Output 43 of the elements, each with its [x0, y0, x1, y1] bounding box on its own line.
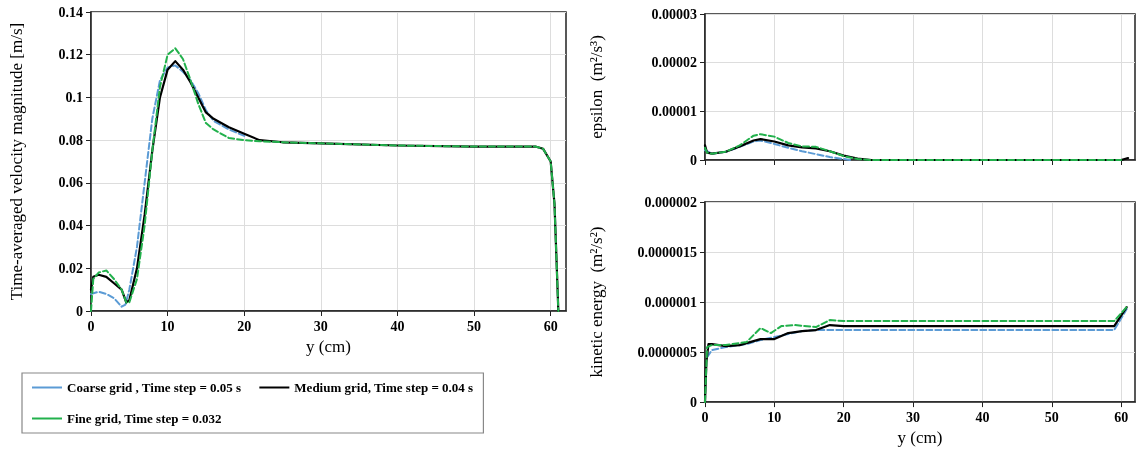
line-series: [704, 139, 852, 161]
x-tick-label: 0: [87, 318, 95, 334]
y-tick-label: 0: [76, 303, 83, 319]
y-tick-label: 0.00003: [651, 6, 697, 22]
legend-label: Medium grid, Time step = 0.04 s: [294, 380, 474, 395]
line-series: [704, 133, 1123, 161]
x-tick-label: 50: [467, 318, 482, 334]
line-series: [90, 64, 246, 308]
x-axis-title: y (cm): [306, 336, 351, 356]
y-axis-title: epsilon (m²/s³): [587, 35, 606, 139]
legend-label: Coarse grid , Time step = 0.05 s: [67, 380, 242, 395]
y-tick-label: 0.0000015: [637, 244, 697, 260]
y-tick-label: 0.08: [58, 132, 83, 148]
x-tick-label: 20: [836, 409, 851, 425]
x-tick-label: 20: [237, 318, 252, 334]
y-tick-label: 0.04: [58, 218, 83, 234]
x-tick-label: 40: [390, 318, 405, 334]
x-axis-title: y (cm): [897, 428, 943, 447]
x-tick-label: 0: [701, 409, 709, 425]
y-tick-label: 0.0000005: [637, 344, 697, 360]
y-tick-label: 0.14: [58, 4, 83, 20]
y-tick-label: 0.06: [58, 175, 83, 191]
x-tick-label: 40: [975, 409, 990, 425]
y-tick-label: 0.00002: [651, 55, 697, 71]
x-tick-label: 10: [767, 409, 782, 425]
y-tick-label: 0: [690, 152, 697, 168]
y-tick-label: 0.1: [65, 89, 83, 105]
y-tick-label: 0.02: [58, 260, 83, 276]
y-axis-title: kinetic energy (m²/s²): [587, 226, 606, 378]
y-tick-label: 0.00001: [651, 103, 697, 119]
y-tick-label: 0.000002: [644, 194, 697, 210]
y-axis-title: Time-averaged velocity magnitude [m/s]: [7, 22, 26, 301]
x-tick-label: 10: [160, 318, 175, 334]
x-tick-label: 30: [313, 318, 328, 334]
y-tick-label: 0: [690, 394, 697, 410]
x-tick-label: 30: [906, 409, 921, 425]
x-tick-label: 60: [543, 318, 558, 334]
line-series: [706, 308, 1128, 359]
x-tick-label: 50: [1044, 409, 1059, 425]
y-tick-label: 0.000001: [644, 294, 697, 310]
x-tick-label: 60: [1114, 409, 1129, 425]
legend-label: Fine grid, Time step = 0.032: [67, 411, 222, 426]
y-tick-label: 0.12: [58, 47, 83, 63]
